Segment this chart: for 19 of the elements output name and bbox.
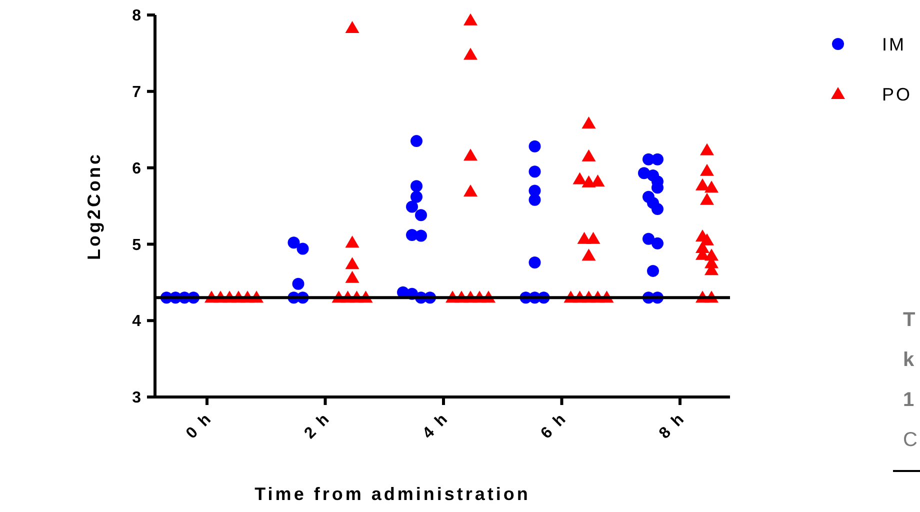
x-axis-title: Time from administration xyxy=(254,484,530,504)
legend-label: IM xyxy=(882,34,906,54)
text: C xyxy=(903,429,918,451)
y-axis-title: Log2Conc xyxy=(84,152,104,260)
y-tick-label: 3 xyxy=(132,390,142,407)
y-tick-label: 7 xyxy=(132,84,142,101)
x-tick-label: 4 h xyxy=(420,410,452,442)
y-tick-label: 8 xyxy=(132,8,142,25)
x-tick-label: 2 h xyxy=(301,410,334,442)
y-tick-label: 5 xyxy=(132,236,142,254)
text: 1 xyxy=(903,389,914,411)
y-tick-label: 6 xyxy=(132,160,142,178)
legend-label: PO xyxy=(882,84,912,104)
text: k xyxy=(903,349,915,371)
x-tick-label: 8 h xyxy=(656,410,689,442)
x-tick-label: 6 h xyxy=(538,410,571,442)
x-tick-label: 0 h xyxy=(183,410,216,442)
y-tick-label: 4 xyxy=(132,313,142,330)
text: T xyxy=(903,309,916,331)
